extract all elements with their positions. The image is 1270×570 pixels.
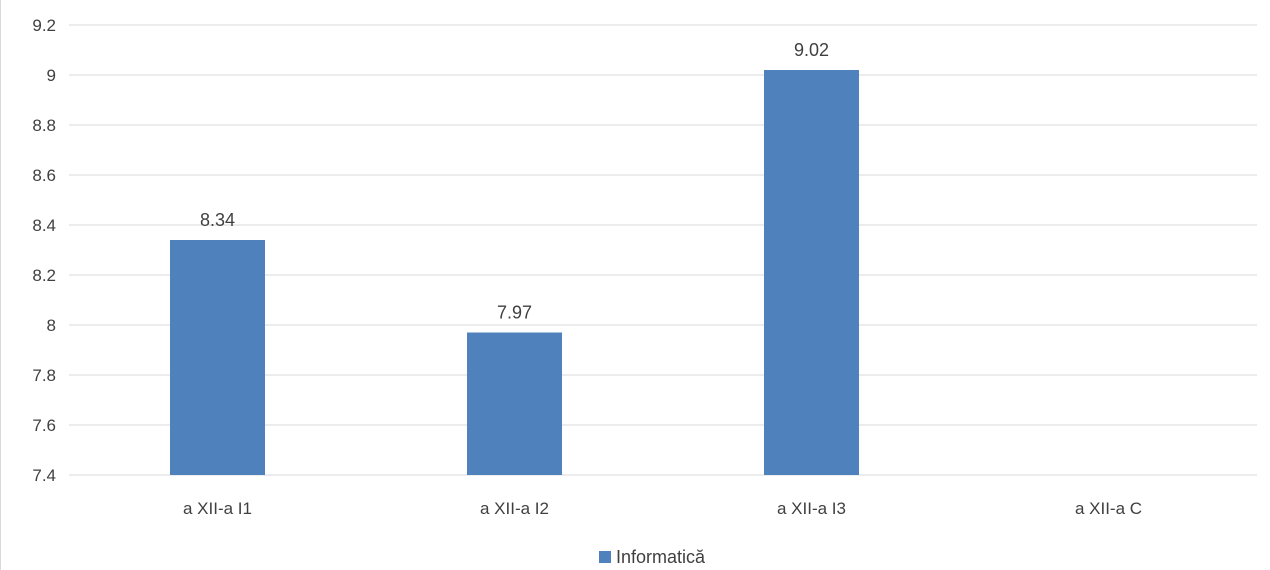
- x-category-label-0: a XII-a I1: [183, 499, 252, 518]
- bars: [170, 70, 859, 475]
- bar-1: [467, 332, 562, 475]
- y-tick-label-3: 8: [47, 316, 56, 335]
- y-tick-label-8: 9: [47, 66, 56, 85]
- bar-0: [170, 240, 265, 475]
- y-tick-label-4: 8.2: [32, 266, 56, 285]
- y-tick-label-7: 8.8: [32, 116, 56, 135]
- x-category-label-1: a XII-a I2: [480, 499, 549, 518]
- legend-label-informatica: Informatică: [616, 547, 706, 567]
- data-labels: 8.34 7.97 9.02: [200, 40, 829, 323]
- legend-swatch-informatica: [599, 551, 611, 563]
- legend: Informatică: [599, 547, 706, 567]
- bar-2: [764, 70, 859, 475]
- y-tick-label-1: 7.6: [32, 416, 56, 435]
- data-label-2: 9.02: [794, 40, 829, 60]
- x-category-label-2: a XII-a I3: [777, 499, 846, 518]
- gridlines: [69, 24, 1257, 476]
- x-axis-categories: a XII-a I1 a XII-a I2 a XII-a I3 a XII-a C: [183, 499, 1142, 518]
- y-tick-label-5: 8.4: [32, 216, 56, 235]
- data-label-1: 7.97: [497, 303, 532, 323]
- y-tick-label-2: 7.8: [32, 366, 56, 385]
- y-tick-label-0: 7.4: [32, 466, 56, 485]
- y-tick-label-6: 8.6: [32, 166, 56, 185]
- y-tick-label-9: 9.2: [32, 16, 56, 35]
- x-category-label-3: a XII-a C: [1075, 499, 1142, 518]
- y-axis-ticks: 7.4 7.6 7.8 8 8.2 8.4 8.6 8.8 9 9.2: [32, 16, 56, 485]
- data-label-0: 8.34: [200, 210, 235, 230]
